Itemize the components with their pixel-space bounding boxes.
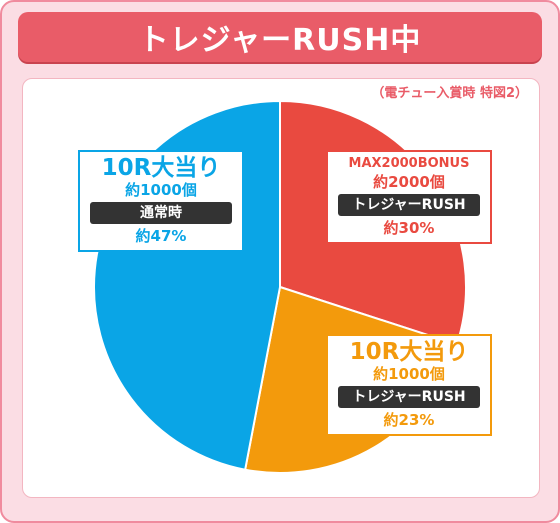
label-red-payout: 約2000個 [373,173,445,191]
label-orange-payout: 約1000個 [373,365,445,383]
label-orange-name: 10R大当り [349,339,469,365]
page-title: トレジャーRUSH中 [18,12,542,62]
label-red-pct: 約30% [383,219,435,237]
label-box-blue: 10R大当り 約1000個 通常時 約47% [78,150,244,252]
label-blue-pct: 約47% [135,227,187,245]
label-blue-mode: 通常時 [90,202,232,224]
label-box-red: MAX2000BONUS 約2000個 トレジャーRUSH 約30% [326,150,492,244]
label-blue-payout: 約1000個 [125,181,197,199]
label-red-name: MAX2000BONUS [348,156,470,171]
label-orange-mode: トレジャーRUSH [338,386,480,408]
label-red-mode: トレジャーRUSH [338,194,480,216]
label-box-orange: 10R大当り 約1000個 トレジャーRUSH 約23% [326,334,492,436]
chart-note: （電チュー入賞時 特図2） [371,86,528,101]
label-blue-name: 10R大当り [101,155,221,181]
label-orange-pct: 約23% [383,411,435,429]
